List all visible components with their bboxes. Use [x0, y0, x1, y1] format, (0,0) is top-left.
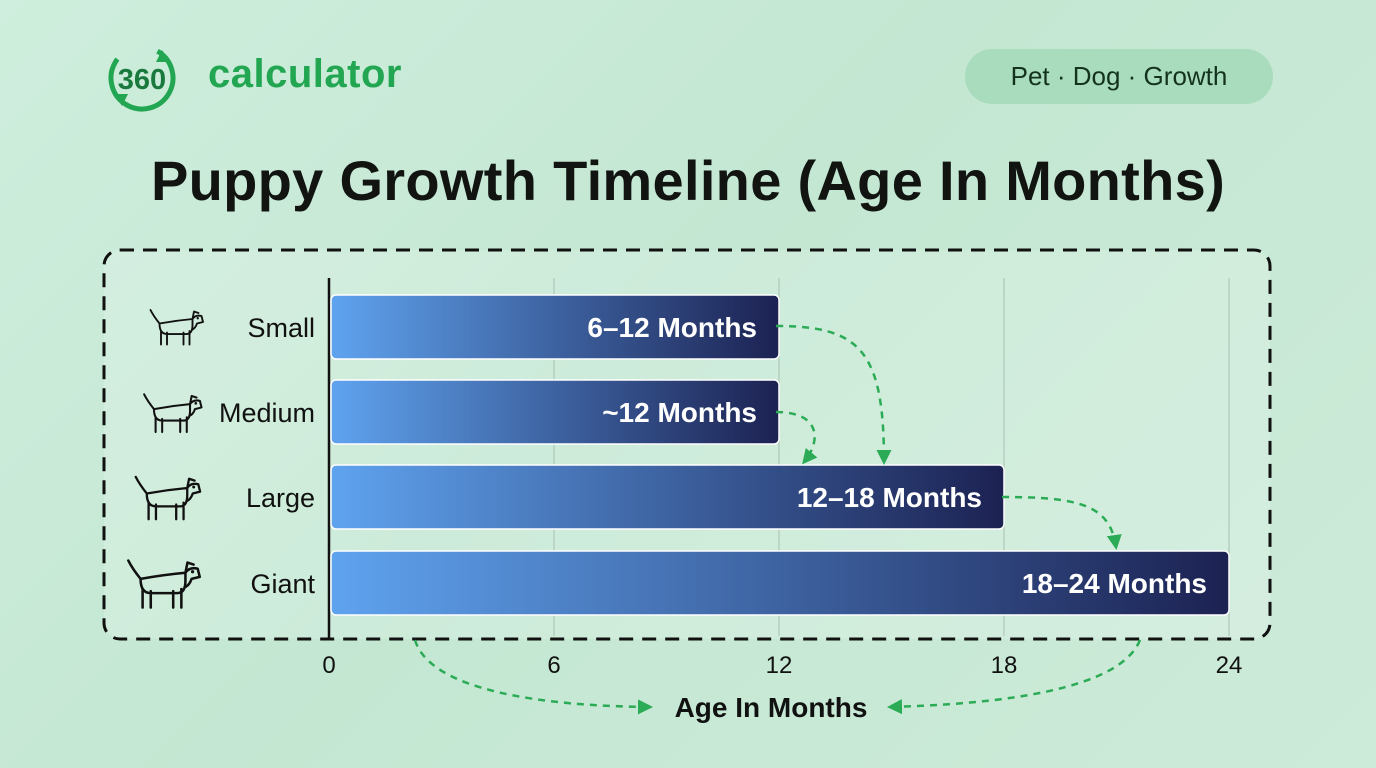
chart-title: Puppy Growth Timeline (Age In Months): [150, 149, 1226, 212]
x-axis-label: Age In Months: [675, 692, 868, 723]
logo-360-icon: 360: [108, 44, 176, 112]
data-label: 12–18 Months: [797, 482, 982, 513]
arrow-large-to-giant: [1001, 495, 1122, 550]
category-tag: Pet · Dog · Growth: [965, 49, 1273, 104]
large-dog-icon: [134, 475, 202, 521]
connector-arrows: [413, 324, 1142, 715]
arrow-left-to-xlabel: [413, 639, 653, 715]
data-labels: 6–12 Months ~12 Months 12–18 Months 18–24 M…: [587, 312, 1207, 599]
data-label: 18–24 Months: [1022, 568, 1207, 599]
medium-dog-icon: [143, 393, 203, 434]
category-label: Small: [247, 313, 315, 343]
dog-icons: [127, 309, 204, 609]
arrow-medium-to-large: [775, 410, 818, 465]
brand-logo: 360 calculator: [104, 40, 424, 116]
category-label: Medium: [219, 398, 315, 428]
x-tick-label: 12: [766, 652, 793, 679]
data-label: 6–12 Months: [587, 312, 757, 343]
arrow-small-to-large: [775, 324, 892, 465]
category-label: Large: [246, 483, 315, 513]
logo-digits: 360: [118, 64, 166, 96]
bar-giant: [330, 550, 1230, 616]
bars: [330, 294, 1230, 616]
brand-name: calculator: [208, 52, 402, 96]
category-labels: Small Medium Large Giant: [219, 313, 316, 599]
giant-dog-icon: [127, 559, 201, 609]
x-tick-label: 24: [1216, 652, 1243, 679]
arrow-right-to-xlabel: [887, 639, 1142, 715]
data-label: ~12 Months: [602, 397, 757, 428]
category-label: Giant: [250, 569, 315, 599]
small-dog-icon: [149, 309, 204, 346]
x-tick-labels: 0 6 12 18 24: [322, 652, 1242, 679]
x-tick-label: 0: [322, 652, 335, 679]
x-tick-label: 6: [547, 652, 560, 679]
x-tick-label: 18: [991, 652, 1018, 679]
